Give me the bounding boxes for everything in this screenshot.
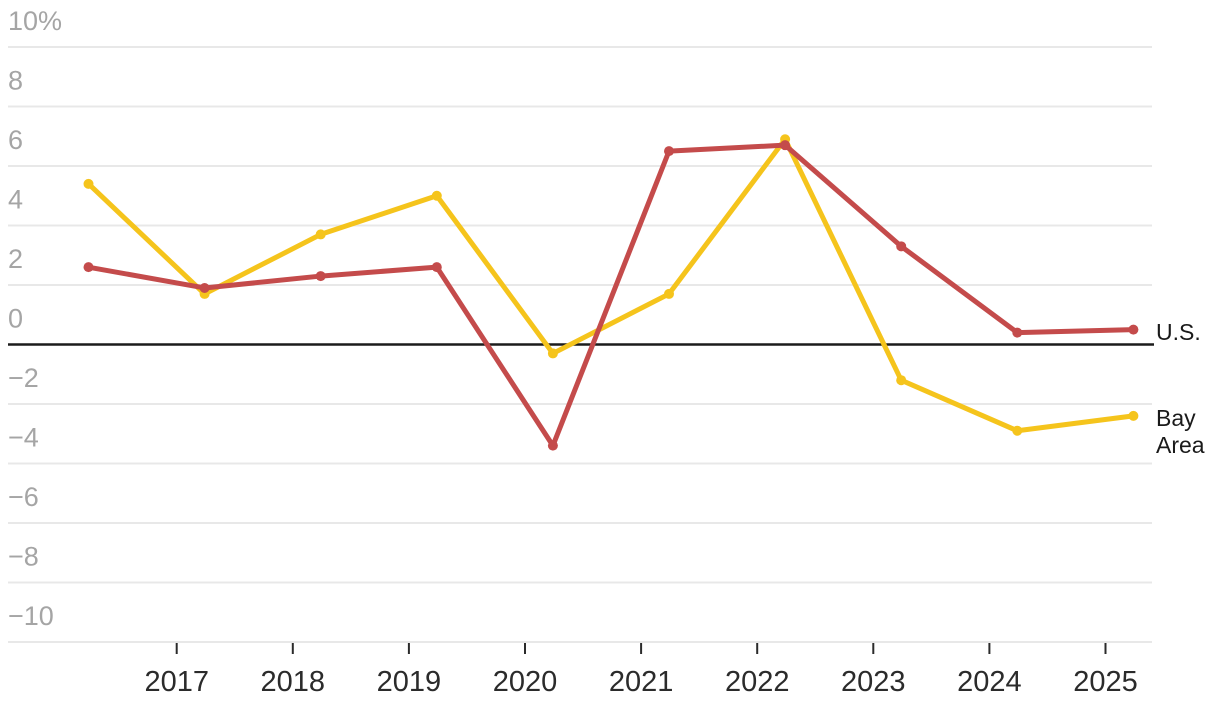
y-tick-label: −4 [8, 423, 39, 453]
y-tick-label: −2 [8, 363, 39, 393]
y-tick-label: 6 [8, 125, 23, 155]
data-point-u-s [1012, 327, 1023, 338]
data-point-bay-area [83, 178, 94, 189]
data-point-bay-area [664, 288, 674, 299]
series-line-u-s [86, 142, 1136, 449]
data-point-u-s [83, 262, 94, 273]
data-point-u-s [315, 271, 326, 282]
x-tick-label: 2024 [957, 666, 1022, 698]
data-point-u-s [547, 440, 558, 451]
x-tick-label: 2019 [377, 666, 442, 698]
series-line-bay-area [86, 136, 1136, 434]
x-tick-label: 2020 [493, 666, 558, 698]
data-point-bay-area [1012, 425, 1023, 436]
y-tick-label: 8 [8, 66, 23, 96]
x-tick-label: 2021 [609, 666, 674, 698]
y-tick-label: −8 [8, 542, 39, 572]
x-tick-label: 2017 [144, 666, 209, 698]
data-point-u-s [780, 140, 791, 151]
series-label-us: U.S. [1156, 318, 1201, 345]
x-tick-label: 2023 [841, 666, 906, 698]
data-point-bay-area [431, 190, 442, 201]
x-tick-label: 2025 [1073, 666, 1138, 698]
data-point-bay-area [547, 348, 558, 359]
x-tick-label: 2022 [725, 666, 790, 698]
x-tick-label: 2018 [261, 666, 326, 698]
y-tick-label: −6 [8, 482, 39, 512]
data-point-u-s [431, 262, 442, 273]
data-point-bay-area [315, 229, 326, 240]
y-tick-label: −10 [8, 601, 54, 631]
y-tick-label: 4 [8, 185, 23, 215]
data-point-bay-area [1128, 410, 1139, 421]
data-point-u-s [664, 146, 674, 157]
series-label-bay-area: Bay Area [1156, 404, 1205, 458]
data-point-u-s [1128, 324, 1139, 335]
data-point-u-s [896, 241, 907, 252]
y-tick-label: 0 [8, 304, 23, 334]
y-tick-label: 10% [8, 6, 62, 36]
y-tick-label: 2 [8, 244, 23, 274]
data-point-bay-area [896, 375, 907, 386]
data-point-u-s [199, 282, 210, 293]
